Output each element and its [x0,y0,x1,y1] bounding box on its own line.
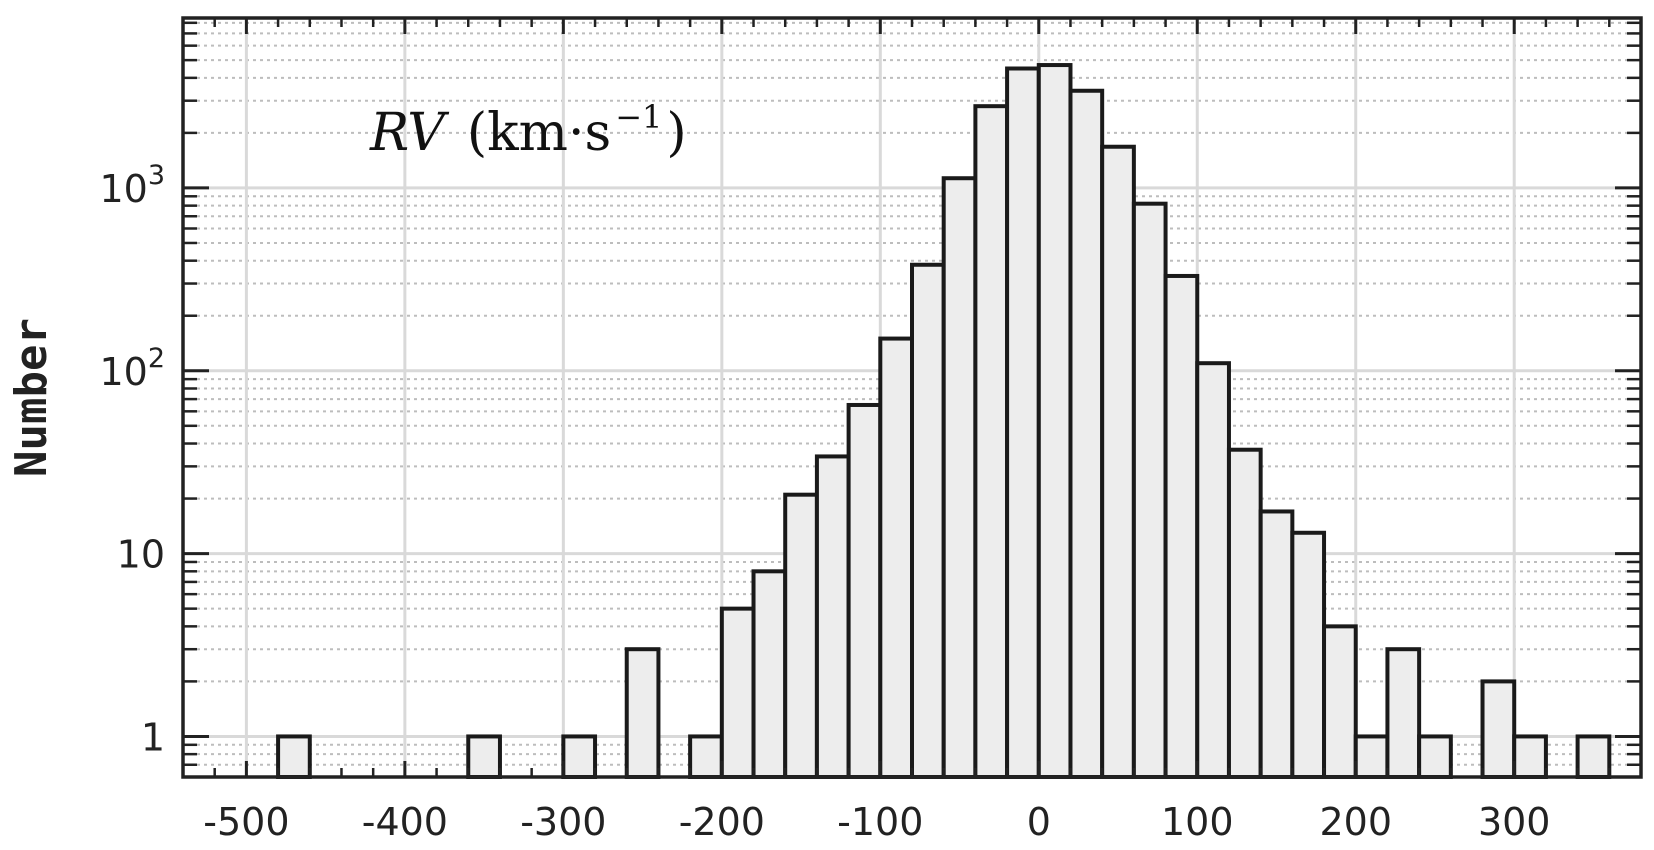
histogram-bar [1163,273,1200,779]
histogram-bar [878,336,914,779]
histogram-bar [466,734,502,779]
histogram-bar [751,569,788,780]
y-tick-exponent: 2 [148,343,165,374]
x-tick-label: -100 [837,800,923,844]
y-tick-base: 10 [99,167,147,211]
y-tick-base: 1 [141,715,165,759]
histogram-bar [719,606,756,779]
y-tick-label: 10 [117,533,165,577]
histogram-bar [1512,734,1548,779]
annotation-close: ) [666,103,686,163]
histogram-bar [276,734,312,779]
histogram-bar [1385,647,1422,779]
histogram-bar [688,734,724,779]
annotation-unit: (km·s [467,103,611,163]
y-tick-label: 103 [99,160,165,211]
x-tick-label: 200 [1319,800,1392,844]
y-tick-base: 10 [99,350,147,394]
histogram-bar [1290,530,1327,779]
x-tick-labels: -500 -400 -300 -200 -100 0 100 200 300 [203,800,1550,844]
histogram-bar [1195,361,1231,779]
histogram-bar [910,262,946,779]
x-tick-label: 100 [1161,800,1234,844]
histogram-bar [1100,144,1136,779]
x-tick-label: 300 [1478,800,1551,844]
histogram-bar [846,402,883,779]
y-tick-base: 10 [117,533,165,577]
annotation-main: RV [369,103,449,163]
histogram-bar [1068,88,1105,780]
y-tick-label: 102 [99,343,165,394]
plot-frame [181,16,1643,779]
annotation-exponent: −1 [615,98,662,136]
histogram-bar [1353,734,1390,779]
histogram-bar [1322,624,1358,779]
histogram-bar [814,454,851,779]
y-axis-label: Number [6,318,57,477]
x-tick-label: -300 [520,800,606,844]
histogram-bar [1005,66,1041,779]
histogram-bars [276,63,1612,780]
histogram-bar [1036,63,1073,779]
histogram-bar [1480,679,1517,780]
histogram-bar [973,104,1010,780]
histogram-bar [1226,447,1263,779]
x-tick-label: -200 [679,800,765,844]
histogram-bar [941,176,978,780]
x-tick-label: -400 [362,800,448,844]
x-tick-label: -500 [203,800,289,844]
histogram-bar [1575,734,1612,779]
histogram-bar [561,734,598,779]
histogram-bar [1417,734,1453,779]
rv-annotation: RV (km·s −1 ) [369,98,687,163]
histogram-bar [783,492,819,779]
histogram-bar [1258,509,1295,779]
y-tick-exponent: 3 [148,160,165,191]
x-tick-label: 0 [1027,800,1051,844]
histogram-bar [624,647,661,779]
histogram-bar [1131,201,1168,779]
y-tick-label: 1 [141,715,165,759]
